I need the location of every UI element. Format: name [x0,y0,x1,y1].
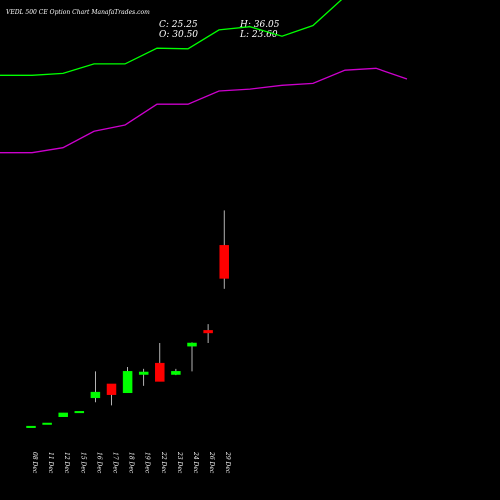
candle-body [171,371,181,375]
candle-body [122,371,133,394]
candle-body [26,425,36,428]
x-tick-label: 11 Dec [47,452,54,474]
x-tick-label: 24 Dec [192,451,199,474]
candle-body [106,383,117,395]
x-tick-label: 23 Dec [176,451,183,474]
candle-body [138,371,149,375]
low-value: L: 23.60 [240,30,278,40]
x-tick-label: 12 Dec [63,452,70,474]
candle-body [203,330,213,334]
close-value: C: 25.25 [159,20,198,30]
x-tick-label: 29 Dec [224,451,231,474]
upper-band-line [0,0,343,76]
x-axis-labels: 08 Dec 11 Dec 12 Dec 15 Dec 16 Dec 17 Dec 18 D… [31,451,231,474]
high-value: H: 36.05 [240,20,280,30]
x-tick-label: 22 Dec [160,451,167,474]
x-tick-label: 15 Dec [79,452,86,474]
x-tick-label: 17 Dec [112,452,119,474]
open-value: O: 30.50 [159,30,199,40]
x-tick-label: 18 Dec [128,452,135,474]
x-tick-label: 26 Dec [208,451,215,474]
candle-body [42,422,52,425]
x-tick-label: 19 Dec [144,452,151,474]
candle-body [187,342,197,347]
candle-body [90,391,101,399]
x-tick-label: 08 Dec [31,452,38,474]
candles-group [26,210,229,428]
candle-body [74,411,85,414]
candle-body [155,362,165,382]
candle-body [219,245,229,279]
x-tick-label: 16 Dec [95,452,102,474]
lower-band-line [0,67,408,154]
chart-title: VEDL 500 CE Option Chart ManafaTrades.co… [6,9,150,16]
candle-body [58,412,68,417]
